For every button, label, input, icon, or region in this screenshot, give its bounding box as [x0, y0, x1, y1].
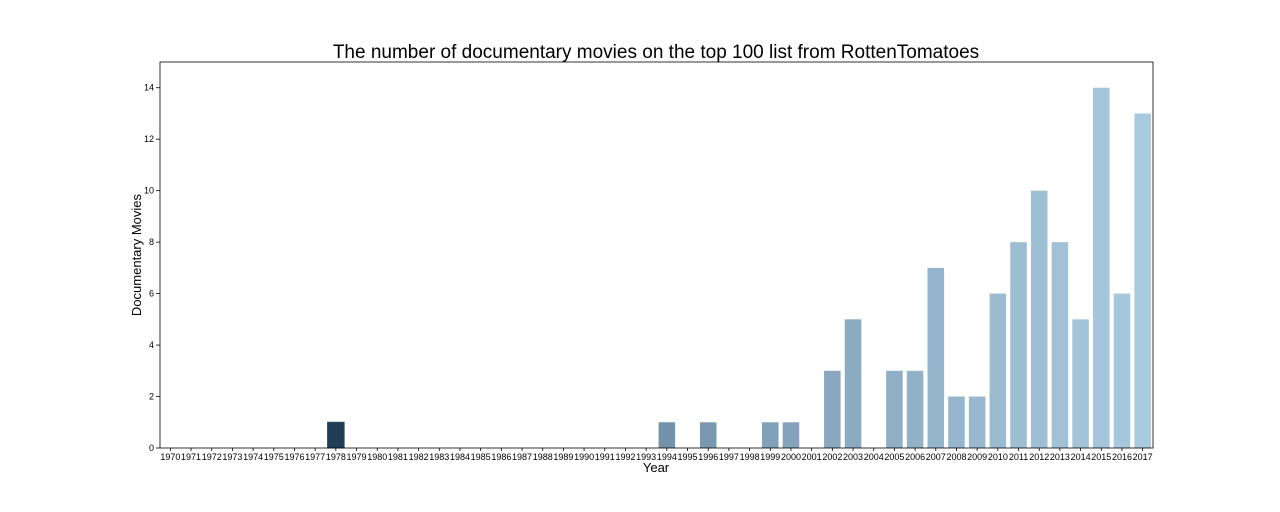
- y-axis-label: Documentary Movies: [129, 193, 144, 316]
- bar-2002: [824, 370, 841, 448]
- x-tick-label: 2002: [822, 452, 842, 462]
- y-tick-label: 14: [144, 83, 154, 93]
- x-tick-label: 1994: [657, 452, 677, 462]
- x-tick-label: 2017: [1133, 452, 1153, 462]
- bar-2013: [1051, 242, 1069, 448]
- x-tick-label: 2011: [1009, 452, 1028, 462]
- x-tick-label: 2008: [946, 452, 966, 462]
- bar-2010: [989, 293, 1007, 448]
- x-tick-label: 1973: [222, 452, 242, 462]
- bar-2005: [886, 370, 903, 448]
- x-tick-label: 1975: [264, 452, 284, 462]
- y-tick-label: 8: [149, 237, 154, 247]
- bar-2011: [1010, 242, 1027, 448]
- x-tick-label: 1989: [553, 452, 573, 462]
- chart-title: The number of documentary movies on the …: [333, 42, 979, 63]
- x-axis-label: Year: [643, 460, 670, 475]
- x-tick-label: 2006: [905, 452, 925, 462]
- bar-2006: [906, 370, 924, 448]
- bar-1978: [327, 421, 345, 449]
- x-tick-label: 2003: [843, 452, 863, 462]
- bars-group: [327, 87, 1151, 449]
- x-tick-label: 2005: [884, 452, 904, 462]
- x-tick-label: 1979: [347, 452, 367, 462]
- bar-1994: [658, 422, 676, 448]
- x-tick-label: 2009: [967, 452, 987, 462]
- y-tick-label: 0: [149, 443, 154, 453]
- x-tick-label: 1986: [491, 452, 511, 462]
- x-tick-label: 1988: [533, 452, 553, 462]
- bar-2000: [782, 422, 800, 448]
- bar-1996: [699, 422, 717, 448]
- x-tick-label: 2013: [1050, 452, 1070, 462]
- x-tick-label: 1971: [181, 452, 201, 462]
- x-tick-label: 1995: [678, 452, 698, 462]
- x-tick-label: 2007: [926, 452, 946, 462]
- x-tick-label: 2004: [864, 452, 884, 462]
- x-tick-label: 1983: [429, 452, 449, 462]
- x-tick-label: 1985: [471, 452, 491, 462]
- x-tick-label: 2001: [802, 452, 822, 462]
- bar-2003: [844, 319, 862, 448]
- x-tick-label: 1999: [760, 452, 780, 462]
- x-tick-label: 1987: [512, 452, 532, 462]
- x-tick-label: 1984: [450, 452, 470, 462]
- bar-2017: [1134, 113, 1151, 448]
- x-tick-label: 1981: [388, 452, 408, 462]
- y-tick-label: 4: [149, 340, 154, 350]
- bar-2014: [1072, 319, 1089, 448]
- x-tick-label: 1997: [719, 452, 739, 462]
- bar-2007: [927, 267, 945, 448]
- x-tick-label: 1990: [574, 452, 594, 462]
- x-ticks: 1970 1971 1972 1973 1974 1975 1976 1977 1978 1979…: [160, 448, 1153, 462]
- x-tick-label: 1998: [740, 452, 760, 462]
- x-tick-label: 1980: [367, 452, 387, 462]
- x-tick-label: 1996: [698, 452, 718, 462]
- bar-2016: [1113, 293, 1131, 448]
- x-tick-label: 2016: [1112, 452, 1132, 462]
- x-tick-label: 2000: [781, 452, 801, 462]
- x-tick-label: 1978: [326, 452, 346, 462]
- bar-1999: [762, 422, 779, 448]
- x-tick-label: 1977: [305, 452, 325, 462]
- y-ticks: 0 2 4 6 8 10 12 14: [144, 83, 160, 453]
- bar-2009: [968, 396, 986, 448]
- x-tick-label: 1992: [615, 452, 635, 462]
- x-tick-label: 2015: [1091, 452, 1111, 462]
- x-tick-label: 2012: [1029, 452, 1049, 462]
- x-tick-label: 2010: [988, 452, 1008, 462]
- x-tick-label: 2014: [1071, 452, 1091, 462]
- y-tick-label: 2: [149, 392, 154, 402]
- x-tick-label: 1993: [636, 452, 656, 462]
- bar-2012: [1030, 190, 1048, 449]
- x-tick-label: 1974: [243, 452, 263, 462]
- y-tick-label: 10: [144, 186, 154, 196]
- x-tick-label: 1972: [202, 452, 222, 462]
- x-tick-label: 1982: [409, 452, 429, 462]
- x-tick-label: 1976: [284, 452, 304, 462]
- x-tick-label: 1991: [595, 452, 615, 462]
- y-tick-label: 6: [149, 289, 154, 299]
- bar-2015: [1093, 87, 1110, 448]
- y-tick-label: 12: [144, 134, 154, 144]
- plot-frame: [159, 61, 1154, 449]
- bar-2008: [948, 396, 965, 448]
- x-tick-label: 1970: [160, 452, 180, 462]
